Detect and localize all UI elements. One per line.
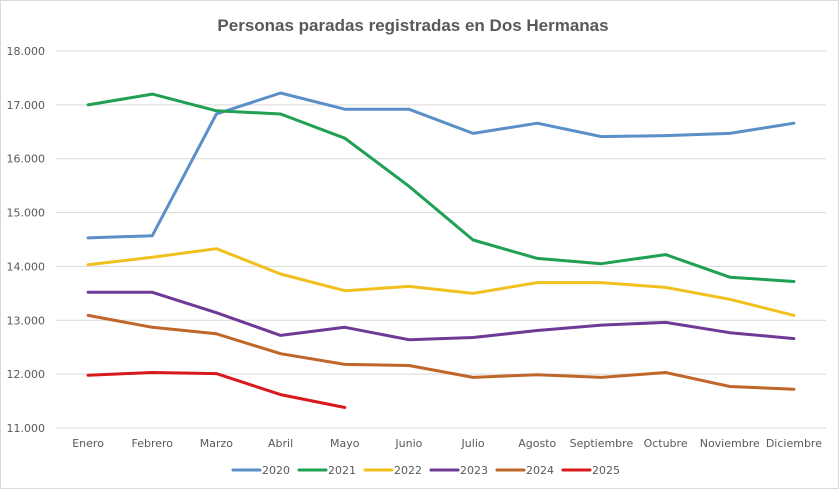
legend-item-2025[interactable]: 2025 xyxy=(561,464,620,477)
series-line-2020 xyxy=(86,91,796,240)
chart-title: Personas paradas registradas en Dos Herm… xyxy=(217,16,608,35)
x-tick-label: Octubre xyxy=(644,437,688,450)
legend: 2020 2021 2022 2023 2024 2025 xyxy=(231,464,620,477)
y-tick-label: 12.000 xyxy=(7,368,46,381)
legend-label: 2024 xyxy=(526,464,554,477)
y-tick-label: 13.000 xyxy=(7,314,46,327)
legend-item-2020[interactable]: 2020 xyxy=(231,464,290,477)
x-tick-label: Julio xyxy=(461,437,485,450)
legend-item-2023[interactable]: 2023 xyxy=(429,464,488,477)
series-lines xyxy=(86,91,796,409)
x-tick-label: Diciembre xyxy=(766,437,822,450)
x-tick-label: Enero xyxy=(72,437,104,450)
series-line-2025 xyxy=(86,371,347,409)
legend-label: 2025 xyxy=(592,464,620,477)
y-tick-label: 18.000 xyxy=(7,45,46,58)
series-line-2024 xyxy=(86,313,796,391)
series-line-2022 xyxy=(86,247,796,317)
x-tick-label: Mayo xyxy=(330,437,360,450)
x-tick-label: Marzo xyxy=(200,437,234,450)
x-axis-ticks: Enero Febrero Marzo Abril Mayo Junio Julio Agos… xyxy=(72,437,822,450)
y-tick-label: 11.000 xyxy=(7,422,46,435)
series-line-2021 xyxy=(86,92,796,283)
legend-label: 2020 xyxy=(262,464,290,477)
legend-item-2022[interactable]: 2022 xyxy=(363,464,422,477)
x-tick-label: Febrero xyxy=(131,437,173,450)
x-tick-label: Noviembre xyxy=(700,437,760,450)
x-tick-label: Agosto xyxy=(518,437,556,450)
legend-label: 2023 xyxy=(460,464,488,477)
x-tick-label: Septiembre xyxy=(570,437,634,450)
y-tick-label: 17.000 xyxy=(7,99,46,112)
legend-item-2024[interactable]: 2024 xyxy=(495,464,554,477)
y-tick-label: 16.000 xyxy=(7,153,46,166)
y-axis-ticks: 11.000 12.000 13.000 14.000 15.000 16.000 17.0… xyxy=(7,45,46,435)
y-tick-label: 15.000 xyxy=(7,207,46,220)
x-tick-label: Junio xyxy=(394,437,422,450)
legend-label: 2022 xyxy=(394,464,422,477)
y-tick-label: 14.000 xyxy=(7,260,46,273)
legend-item-2021[interactable]: 2021 xyxy=(297,464,356,477)
legend-label: 2021 xyxy=(328,464,356,477)
x-tick-label: Abril xyxy=(268,437,293,450)
series-line-2023 xyxy=(86,290,796,342)
